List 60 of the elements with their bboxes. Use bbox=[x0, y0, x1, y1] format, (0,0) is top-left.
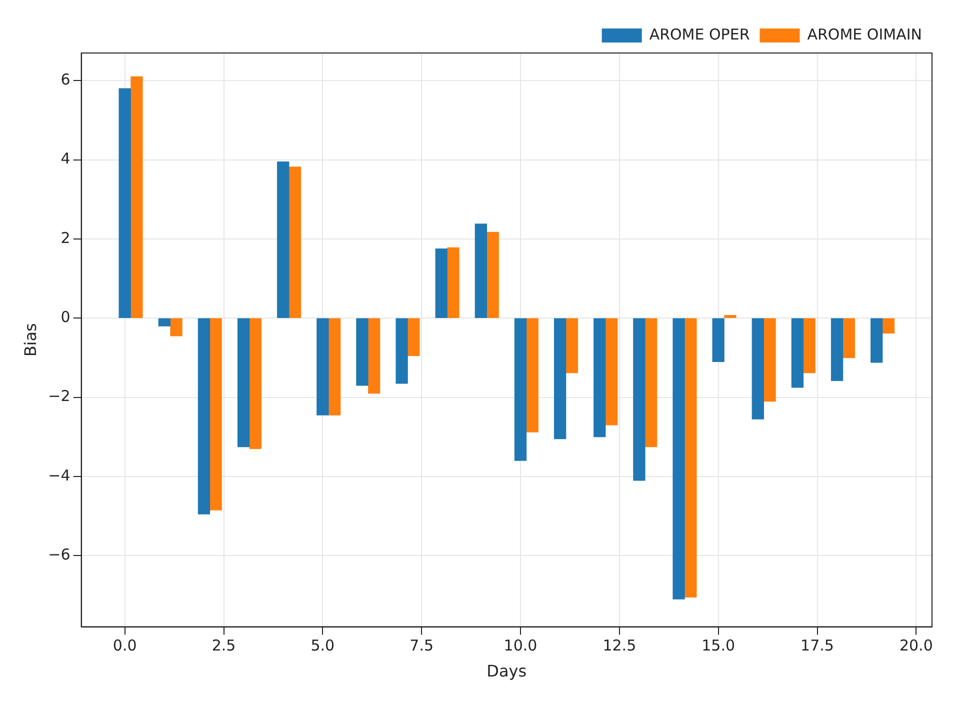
bar bbox=[368, 318, 380, 394]
bar bbox=[170, 318, 182, 336]
bar bbox=[752, 318, 764, 420]
bar bbox=[594, 318, 606, 438]
x-tick-label: 15.0 bbox=[702, 636, 736, 655]
bar bbox=[435, 248, 448, 318]
bar bbox=[249, 318, 262, 450]
bar bbox=[288, 166, 302, 318]
y-tick-label: −6 bbox=[48, 545, 70, 564]
x-tick-label: 5.0 bbox=[310, 636, 335, 655]
y-tick-label: −2 bbox=[48, 387, 70, 406]
bar bbox=[672, 318, 685, 600]
bar bbox=[474, 224, 488, 318]
bar bbox=[198, 318, 210, 514]
bar bbox=[210, 318, 222, 510]
bar bbox=[277, 161, 290, 318]
bar bbox=[644, 318, 658, 448]
x-tick-label: 20.0 bbox=[899, 636, 933, 655]
bar bbox=[803, 318, 816, 374]
bar bbox=[870, 318, 883, 363]
x-tick-label: 10.0 bbox=[504, 636, 538, 655]
bar bbox=[712, 318, 724, 362]
bar bbox=[118, 88, 131, 318]
bar bbox=[684, 318, 697, 598]
bar bbox=[526, 318, 538, 432]
bar bbox=[396, 318, 408, 384]
y-tick-label: 2 bbox=[60, 228, 70, 247]
bar bbox=[791, 318, 804, 388]
bar bbox=[882, 318, 895, 334]
bar bbox=[408, 318, 420, 356]
legend-label: AROME OIMAIN bbox=[807, 25, 922, 44]
bar bbox=[130, 76, 143, 318]
x-axis-title: Days bbox=[486, 662, 527, 681]
bar bbox=[633, 318, 646, 481]
bar bbox=[514, 318, 527, 461]
bar bbox=[830, 318, 844, 381]
bar bbox=[566, 318, 578, 374]
y-tick-label: −4 bbox=[48, 466, 70, 484]
y-tick-label: 6 bbox=[60, 70, 70, 89]
x-tick-label: 2.5 bbox=[212, 636, 236, 655]
legend-label: AROME OPER bbox=[649, 25, 750, 44]
bar bbox=[486, 232, 499, 318]
bar bbox=[316, 318, 329, 416]
bar bbox=[764, 318, 776, 402]
x-tick-label: 7.5 bbox=[410, 636, 434, 655]
x-tick-label: 0.0 bbox=[112, 636, 137, 655]
bar bbox=[724, 315, 736, 318]
bar bbox=[158, 318, 170, 326]
bar bbox=[237, 318, 250, 448]
bar bbox=[554, 318, 566, 440]
x-tick-label: 17.5 bbox=[800, 636, 834, 655]
bar bbox=[356, 318, 368, 386]
y-tick-label: 4 bbox=[60, 150, 70, 168]
y-axis-title: Bias bbox=[20, 323, 40, 357]
x-tick-label: 12.5 bbox=[602, 636, 636, 655]
bar bbox=[328, 318, 341, 416]
bar bbox=[447, 247, 460, 318]
bar bbox=[605, 318, 618, 426]
y-tick-label: 0 bbox=[60, 308, 70, 326]
bar bbox=[842, 318, 855, 358]
